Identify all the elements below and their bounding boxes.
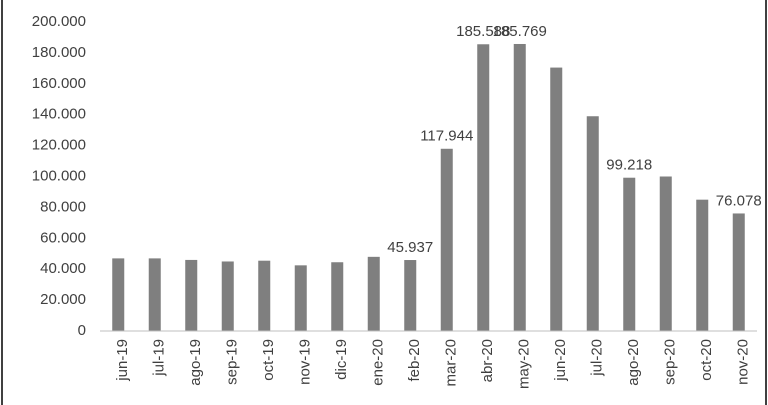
data-label: 185.588	[456, 23, 510, 40]
bar	[586, 116, 599, 332]
data-label: 76.078	[716, 192, 762, 209]
bar	[294, 265, 307, 331]
y-tick-label: 60.000	[40, 229, 86, 246]
bar	[221, 261, 234, 331]
bar	[732, 213, 745, 331]
bar	[550, 67, 563, 331]
bar	[696, 199, 709, 331]
x-tick-label: ene-20	[370, 339, 387, 386]
bar	[513, 43, 526, 331]
x-tick-label: nov-20	[735, 339, 752, 385]
y-tick-label: 180.000	[32, 44, 86, 61]
data-label: 45.937	[387, 239, 433, 256]
x-tick-label: sep-19	[224, 339, 241, 385]
x-tick-label: nov-19	[297, 339, 314, 385]
x-tick-label: abr-20	[479, 339, 496, 382]
bar	[659, 176, 672, 331]
x-tick-label: sep-20	[662, 339, 679, 385]
x-tick-label: dic-19	[333, 339, 350, 380]
x-tick-label: ago-19	[187, 339, 204, 386]
bar	[623, 177, 636, 331]
x-tick-label: oct-20	[698, 339, 715, 381]
bar	[440, 148, 453, 331]
bar	[331, 262, 344, 331]
bar	[112, 258, 125, 331]
y-tick-label: 100.000	[32, 167, 86, 184]
x-tick-label: ago-20	[625, 339, 642, 386]
x-tick-label: may-20	[516, 339, 533, 389]
bar	[404, 260, 417, 331]
bar	[477, 44, 490, 331]
x-tick-label: mar-20	[443, 339, 460, 387]
x-tick-label: jun-20	[552, 339, 569, 382]
bar	[367, 256, 380, 331]
y-tick-label: 160.000	[32, 75, 86, 92]
y-tick-label: 0	[78, 322, 86, 339]
y-tick-label: 140.000	[32, 106, 86, 123]
y-tick-label: 80.000	[40, 198, 86, 215]
x-tick-label: jul-19	[151, 339, 168, 377]
y-tick-label: 120.000	[32, 137, 86, 154]
y-tick-label: 20.000	[40, 291, 86, 308]
bar	[148, 258, 161, 331]
y-tick-label: 200.000	[32, 13, 86, 30]
data-label: 117.944	[420, 128, 473, 145]
data-label: 99.218	[606, 157, 652, 174]
x-tick-label: jul-20	[589, 339, 606, 377]
y-tick-label: 40.000	[40, 260, 86, 277]
data-label: 185.769	[493, 23, 547, 40]
bar	[185, 259, 198, 331]
bar	[258, 260, 271, 331]
x-tick-label: jun-19	[114, 339, 131, 382]
x-tick-label: feb-20	[406, 339, 423, 382]
x-tick-label: oct-19	[260, 339, 277, 381]
